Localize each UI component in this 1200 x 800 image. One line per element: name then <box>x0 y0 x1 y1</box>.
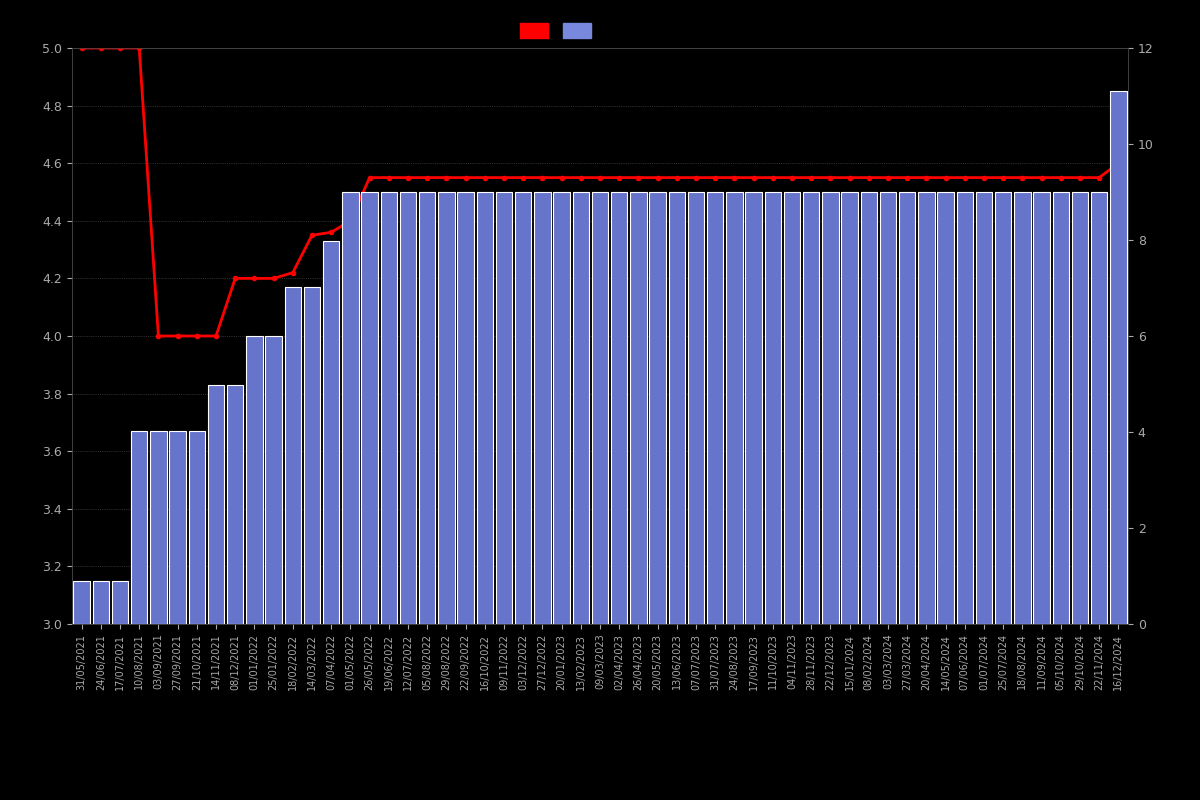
Bar <box>284 287 301 624</box>
Bar <box>880 192 896 624</box>
Bar <box>400 192 416 624</box>
Bar <box>265 336 282 624</box>
Bar <box>918 192 935 624</box>
Bar <box>1052 192 1069 624</box>
Bar <box>995 192 1012 624</box>
Bar <box>438 192 455 624</box>
Bar <box>515 192 532 624</box>
Bar <box>246 336 263 624</box>
Bar <box>784 192 800 624</box>
Bar <box>1014 192 1031 624</box>
Bar <box>764 192 781 624</box>
Bar <box>361 192 378 624</box>
Bar <box>169 431 186 624</box>
Bar <box>937 192 954 624</box>
Bar <box>707 192 724 624</box>
Bar <box>112 581 128 624</box>
Bar <box>976 192 992 624</box>
Bar <box>899 192 916 624</box>
Bar <box>304 287 320 624</box>
Bar <box>419 192 436 624</box>
Bar <box>208 385 224 624</box>
Bar <box>688 192 704 624</box>
Bar <box>860 192 877 624</box>
Bar <box>457 192 474 624</box>
Bar <box>803 192 820 624</box>
Bar <box>1072 192 1088 624</box>
Bar <box>1110 91 1127 624</box>
Bar <box>649 192 666 624</box>
Bar <box>630 192 647 624</box>
Legend: , : , <box>521 23 595 38</box>
Bar <box>572 192 589 624</box>
Bar <box>73 581 90 624</box>
Bar <box>131 431 148 624</box>
Bar <box>726 192 743 624</box>
Bar <box>841 192 858 624</box>
Bar <box>496 192 512 624</box>
Bar <box>342 192 359 624</box>
Bar <box>227 385 244 624</box>
Bar <box>534 192 551 624</box>
Bar <box>956 192 973 624</box>
Bar <box>150 431 167 624</box>
Bar <box>745 192 762 624</box>
Bar <box>1033 192 1050 624</box>
Bar <box>668 192 685 624</box>
Bar <box>592 192 608 624</box>
Bar <box>822 192 839 624</box>
Bar <box>92 581 109 624</box>
Bar <box>553 192 570 624</box>
Bar <box>611 192 628 624</box>
Bar <box>188 431 205 624</box>
Bar <box>1091 192 1108 624</box>
Bar <box>323 241 340 624</box>
Bar <box>476 192 493 624</box>
Bar <box>380 192 397 624</box>
